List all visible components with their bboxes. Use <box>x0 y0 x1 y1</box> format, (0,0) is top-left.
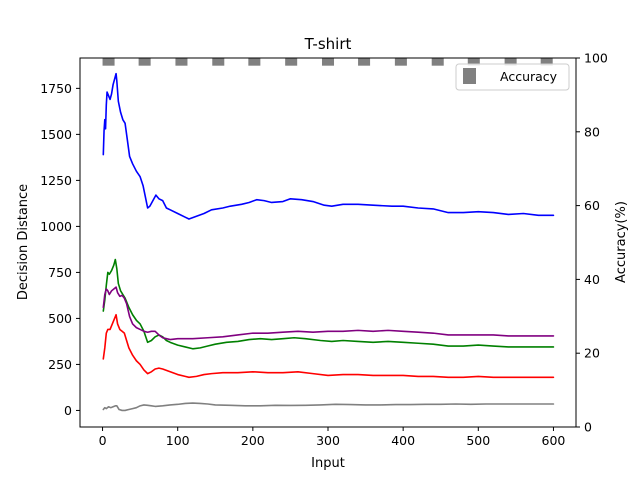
y-axis-left: 0 250 500 750 1000 1250 1500 1750 <box>40 81 80 418</box>
y-tick-label: 250 <box>48 357 72 372</box>
x-axis-title: Input <box>311 456 345 471</box>
legend-swatch-accuracy <box>463 68 476 84</box>
accuracy-marker-4 <box>248 57 261 66</box>
y-tick-label: 1500 <box>40 127 72 142</box>
chart-title: T-shirt <box>304 35 352 53</box>
series-line-3 <box>102 313 555 379</box>
x-tick-label: 300 <box>316 433 340 448</box>
y-tick-label: 1750 <box>40 81 72 96</box>
x-tick-label: 500 <box>466 433 490 448</box>
y-right-tick-label: 100 <box>584 51 608 66</box>
accuracy-marker-10 <box>467 57 480 66</box>
accuracy-marker-9 <box>431 57 444 66</box>
y-right-tick-label: 0 <box>584 420 592 435</box>
y-axis-right: 0 20 40 60 80 100 <box>576 51 608 435</box>
y-tick-label: 0 <box>64 403 72 418</box>
y-tick-label: 1250 <box>40 173 72 188</box>
accuracy-marker-1 <box>138 57 151 66</box>
x-tick-label: 600 <box>542 433 566 448</box>
y-tick-label: 750 <box>48 265 72 280</box>
plot-frame <box>79 57 577 428</box>
series-line-1 <box>102 258 555 350</box>
y-axis-right-title: Accuracy(%) <box>614 201 629 283</box>
x-tick-label: 400 <box>391 433 415 448</box>
x-tick-label: 0 <box>99 433 107 448</box>
accuracy-marker-11 <box>504 57 517 66</box>
accuracy-series <box>102 57 553 66</box>
y-right-tick-label: 40 <box>584 272 600 287</box>
accuracy-marker-0 <box>102 57 115 66</box>
accuracy-marker-6 <box>321 57 335 66</box>
accuracy-marker-8 <box>394 57 407 66</box>
accuracy-marker-2 <box>175 57 188 66</box>
legend-label-accuracy: Accuracy <box>500 69 558 84</box>
accuracy-marker-3 <box>212 57 225 66</box>
legend: Accuracy <box>455 63 570 91</box>
series-line-2 <box>102 286 555 341</box>
y-tick-label: 500 <box>48 311 72 326</box>
series-line-0 <box>102 72 555 220</box>
line-series-group <box>102 72 555 412</box>
y-tick-label: 1000 <box>40 219 72 234</box>
series-line-4 <box>102 402 555 412</box>
y-right-tick-label: 80 <box>584 124 600 139</box>
accuracy-marker-12 <box>540 57 553 66</box>
y-right-tick-label: 20 <box>584 346 600 361</box>
accuracy-marker-5 <box>285 57 298 66</box>
y-right-tick-label: 60 <box>584 198 600 213</box>
x-axis: 0 100 200 300 400 500 600 <box>99 427 566 448</box>
x-tick-label: 200 <box>241 433 265 448</box>
x-tick-label: 100 <box>166 433 190 448</box>
legend-frame <box>455 63 570 91</box>
accuracy-marker-7 <box>358 57 371 66</box>
y-axis-title: Decision Distance <box>16 184 31 300</box>
